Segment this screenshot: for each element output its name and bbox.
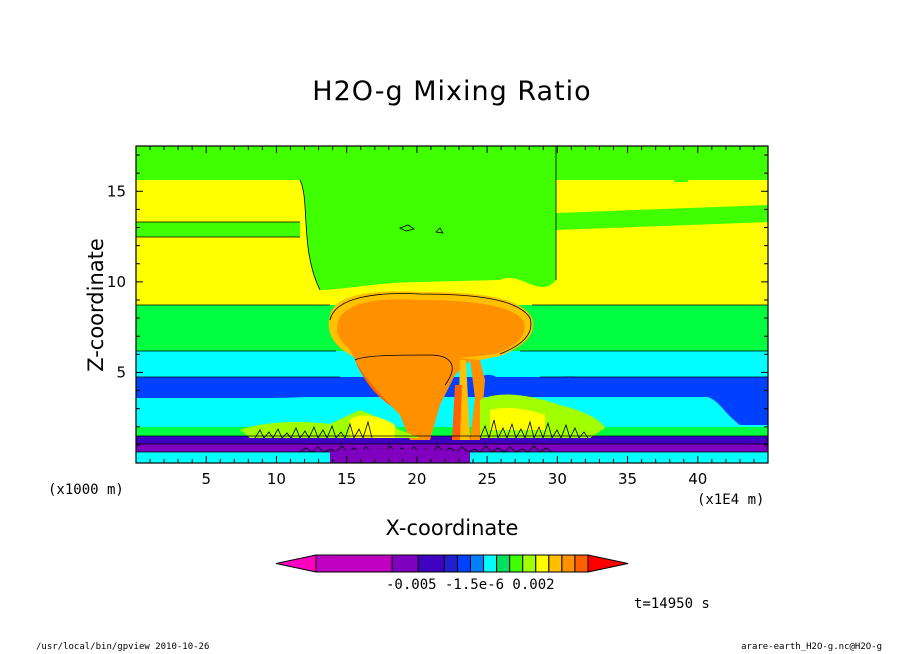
colorbar-segment xyxy=(496,554,511,573)
colorbar-segment xyxy=(315,554,393,573)
y-tick-labels: 5 10 15 xyxy=(107,182,126,381)
colorbar-segment xyxy=(391,554,419,573)
x-unit-label: (x1000 m) xyxy=(48,482,124,498)
colorbar-segment xyxy=(483,554,498,573)
x-tick-labels: 5 10 15 20 25 30 35 40 xyxy=(201,470,707,488)
y-tick-label: 15 xyxy=(107,182,126,200)
x-tick-label: 35 xyxy=(618,470,637,488)
x-tick-label: 10 xyxy=(267,470,286,488)
x-tick-label: 40 xyxy=(688,470,707,488)
y-tick-label: 5 xyxy=(116,363,126,381)
colorbar-segment xyxy=(548,554,563,573)
y-axis xyxy=(136,154,768,446)
contour-field xyxy=(136,146,768,463)
x-tick-label: 30 xyxy=(548,470,567,488)
x-axis xyxy=(149,146,755,463)
colorbar-segment xyxy=(574,554,589,573)
band-purple xyxy=(136,444,768,452)
colorbar-segment xyxy=(561,554,576,573)
y-axis-label: Z-coordinate xyxy=(84,238,108,372)
x-tick-label: 15 xyxy=(337,470,356,488)
x-tick-label: 20 xyxy=(407,470,426,488)
colorbar-tick-labels: -0.005 -1.5e-6 0.002 xyxy=(386,577,555,593)
colorbar-segment xyxy=(535,554,550,573)
colorbar-segment xyxy=(417,554,445,573)
y-tick-label: 10 xyxy=(107,273,126,291)
plot-frame xyxy=(135,145,769,464)
x-axis-label: X-coordinate xyxy=(385,516,519,540)
colorbar-segment xyxy=(456,554,471,573)
time-label: t=14950 s xyxy=(634,596,710,612)
chart-title: H2O-g Mixing Ratio xyxy=(312,76,592,107)
colorbar-segment xyxy=(469,554,485,573)
x-tick-label: 25 xyxy=(478,470,497,488)
x-tick-label: 5 xyxy=(201,470,211,488)
colorbar-segment xyxy=(522,554,537,573)
band-cyan-lower xyxy=(136,397,768,427)
colorbar-segment xyxy=(509,554,524,573)
colorbar-segment xyxy=(443,554,458,573)
footer-right: arare-earth_H2O-g.nc@H2O-g xyxy=(741,642,882,652)
colorbar-max-triangle xyxy=(587,554,629,573)
colorbar xyxy=(275,554,629,573)
x-scale-note: (x1E4 m) xyxy=(697,492,765,508)
colorbar-min-triangle xyxy=(275,554,317,573)
footer-left: /usr/local/bin/gpview 2010-10-26 xyxy=(36,642,210,652)
